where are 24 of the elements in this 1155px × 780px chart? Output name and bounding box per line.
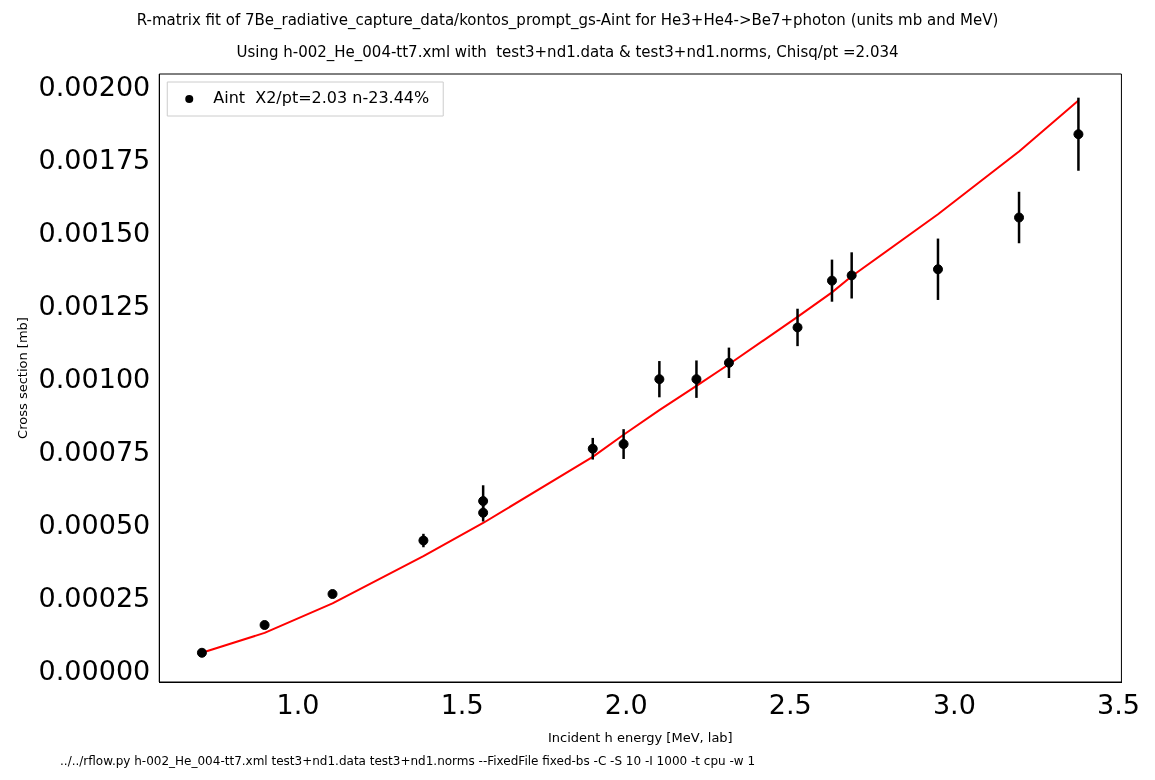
point <box>259 620 270 630</box>
y-tick-label: 0.00175 <box>38 143 151 175</box>
y-tick-label: 0.00200 <box>38 70 151 102</box>
y-tick-label: 0.00100 <box>38 362 151 394</box>
y-tick-label: 0.00025 <box>38 582 151 614</box>
y-tick-label: 0.00150 <box>38 216 151 248</box>
point <box>196 647 207 658</box>
y-tick-label: 0.00000 <box>38 655 151 687</box>
chart-title: R-matrix fit of 7Be_radiative_capture_data/kontos_prompt_gs-Aint for He3+He4->Be7+photon (units mb and MeV) <box>136 10 999 30</box>
x-tick-label: 2.5 <box>768 689 812 721</box>
x-tick-label: 1.5 <box>440 689 484 721</box>
y-tick-label: 0.00075 <box>38 436 151 468</box>
x-axis-title: Incident h energy [MeV, lab] <box>547 729 733 745</box>
x-tick-label: 2.0 <box>604 689 648 721</box>
y-tick-label: 0.00125 <box>38 289 151 321</box>
x-tick-label: 3.5 <box>1096 689 1140 721</box>
point <box>327 589 338 600</box>
legend-label: Aint X2/pt=2.03 n-23.44% <box>213 88 430 108</box>
x-tick-label: 1.0 <box>276 689 320 721</box>
y-axis-title: Cross section [mb] <box>15 317 31 439</box>
x-tick-label: 3.0 <box>932 689 976 721</box>
text: ../../rflow.py h-002_He_004-tt7.xml test3+nd1.data test3+nd1.norms --FixedFile fixed-bs -C -S 10 -I 1000 -t cpu -w 1 <box>60 754 756 769</box>
chart-subtitle: Using h-002_He_004-tt7.xml with test3+nd1.data & test3+nd1.norms, Chisq/pt =2.034 <box>236 42 899 62</box>
y-tick-label: 0.00050 <box>38 509 151 541</box>
